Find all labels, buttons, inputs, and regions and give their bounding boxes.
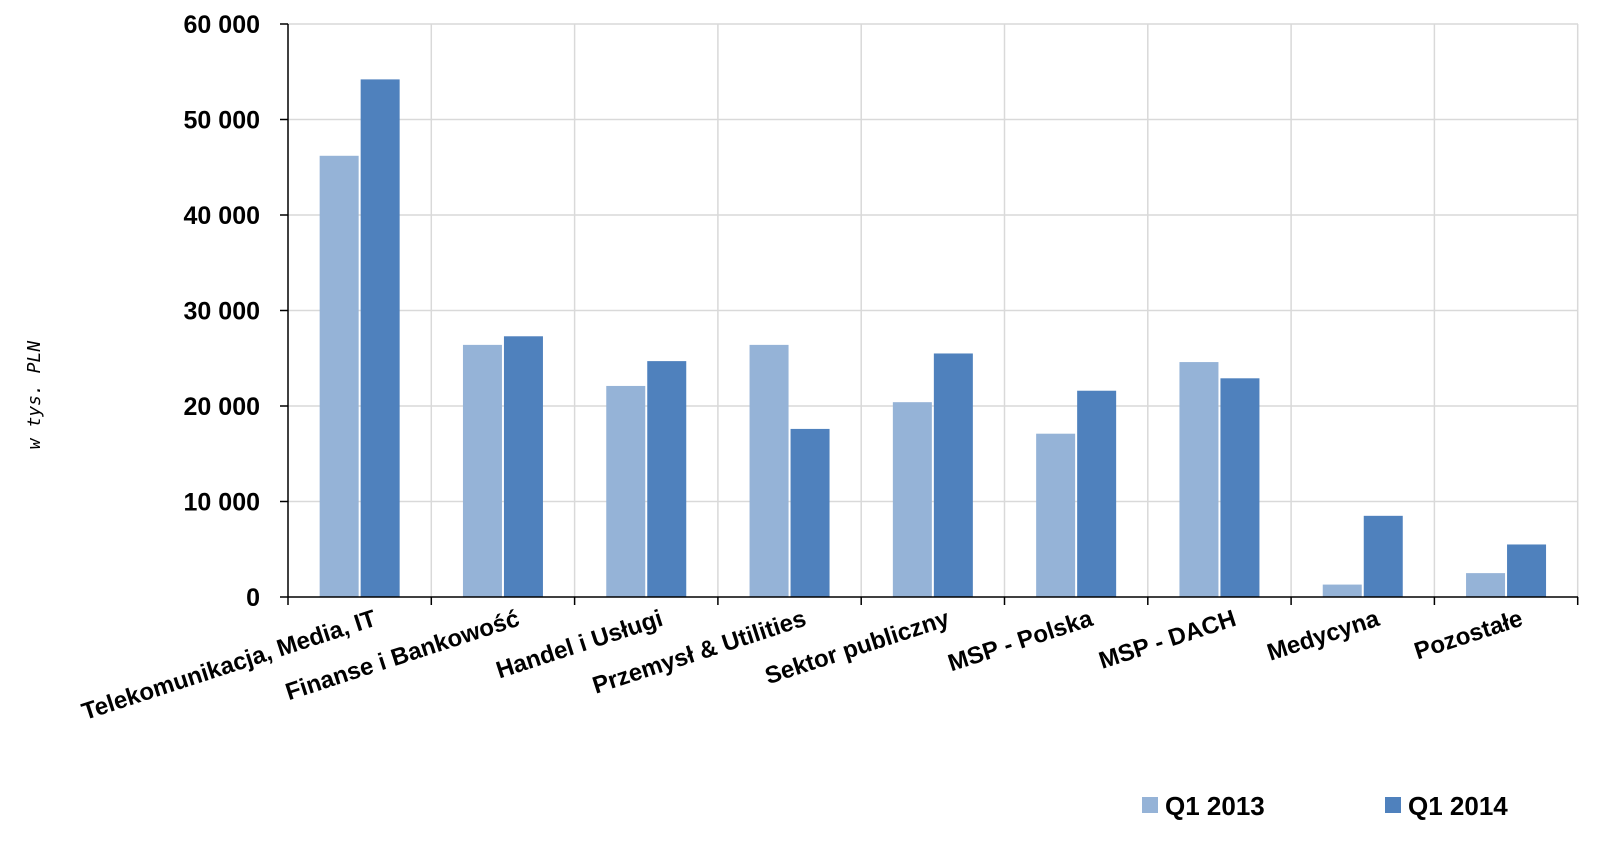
y-tick-label: 40 000 bbox=[184, 202, 260, 230]
y-axis-label: w tys. PLN bbox=[24, 341, 45, 450]
legend-swatch bbox=[1385, 797, 1401, 813]
bar-q1-2013 bbox=[749, 344, 789, 597]
y-tick-label: 30 000 bbox=[184, 298, 260, 326]
bar-q1-2014 bbox=[647, 361, 687, 597]
y-tick-label: 0 bbox=[246, 584, 260, 612]
bar-q1-2014 bbox=[1363, 515, 1403, 597]
bar-q1-2013 bbox=[1036, 433, 1076, 597]
bar-q1-2014 bbox=[360, 79, 400, 597]
bar-q1-2014 bbox=[1077, 390, 1117, 597]
axes bbox=[280, 23, 1579, 605]
legend: Q1 2013 Q1 2014 bbox=[1142, 791, 1508, 821]
x-tick-label: MSP - Polska bbox=[945, 605, 1097, 677]
bar-q1-2013 bbox=[462, 344, 502, 597]
x-tick-label: Medycyna bbox=[1264, 605, 1383, 667]
bar-q1-2014 bbox=[1220, 378, 1260, 597]
x-tick-label: Pozostałe bbox=[1411, 605, 1526, 665]
x-tick-label: MSP - DACH bbox=[1096, 605, 1240, 675]
y-tick-label: 20 000 bbox=[184, 393, 260, 421]
bar-q1-2014 bbox=[790, 428, 830, 597]
bar-q1-2013 bbox=[1179, 362, 1219, 597]
bar-q1-2013 bbox=[1466, 573, 1506, 597]
bar-q1-2014 bbox=[503, 336, 543, 597]
legend-swatch bbox=[1142, 797, 1158, 813]
y-tick-labels: 0 10 000 20 000 30 000 40 000 50 000 60 000 bbox=[184, 11, 260, 612]
gridlines bbox=[288, 23, 1579, 597]
bar-q1-2013 bbox=[1322, 584, 1362, 597]
bar-q1-2014 bbox=[933, 353, 973, 597]
y-tick-label: 60 000 bbox=[184, 11, 260, 39]
y-tick-label: 50 000 bbox=[184, 107, 260, 135]
bar-q1-2014 bbox=[1507, 544, 1547, 597]
bars bbox=[319, 79, 1547, 598]
x-tick-label: Finanse i Bankowość bbox=[282, 605, 522, 706]
legend-label: Q1 2013 bbox=[1165, 791, 1265, 821]
bar-q1-2013 bbox=[319, 155, 359, 598]
bar-q1-2013 bbox=[606, 385, 646, 597]
legend-label: Q1 2014 bbox=[1408, 791, 1508, 821]
y-tick-label: 10 000 bbox=[184, 489, 260, 517]
bar-q1-2013 bbox=[892, 402, 932, 597]
